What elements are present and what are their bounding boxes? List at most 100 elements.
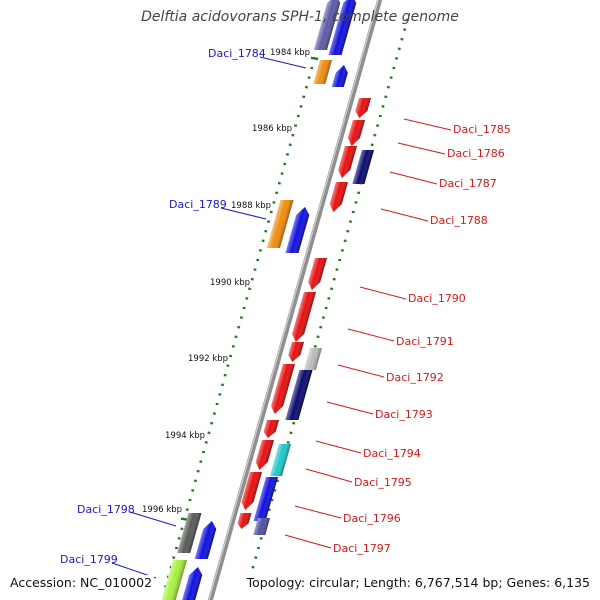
gene-shape-daci-1792b-shading <box>303 348 322 370</box>
leader-lines <box>111 56 452 579</box>
gene-shape-daci-1797b[interactable] <box>253 518 270 535</box>
gene-shape-daci-1791-shading <box>292 292 316 342</box>
gene-shape-daci-1789b[interactable] <box>285 207 311 253</box>
leader-daci-1794 <box>315 440 362 454</box>
leader-daci-1798 <box>129 511 177 527</box>
gene-label-daci-1791[interactable]: Daci_1791 <box>396 335 454 348</box>
gene-shape-daci-1784b-shading <box>331 65 348 87</box>
gene-label-daci-1795[interactable]: Daci_1795 <box>354 476 412 489</box>
gene-shape-daci-1799a[interactable] <box>160 560 187 600</box>
gene-shape-daci-1786b[interactable] <box>336 146 357 178</box>
gene-shape-daci-1798a[interactable] <box>177 513 202 553</box>
gene-label-daci-1787[interactable]: Daci_1787 <box>439 177 497 190</box>
kbp-label-group: 1984 kbp 1986 kbp 1988 kbp 1990 kbp 1992… <box>142 48 310 515</box>
gene-label-daci-1798[interactable]: Daci_1798 <box>77 503 135 516</box>
gene-shape-daci-1786[interactable] <box>346 120 365 146</box>
gene-features <box>160 0 374 600</box>
gene-shape-daci-1784b[interactable] <box>331 65 350 87</box>
gene-shape-top-left-2[interactable] <box>328 0 359 55</box>
gene-label-daci-1794[interactable]: Daci_1794 <box>363 447 421 460</box>
leader-daci-1788 <box>380 208 429 222</box>
gene-label-daci-1796[interactable]: Daci_1796 <box>343 512 401 525</box>
gene-shape-daci-1784a-shading <box>313 60 332 84</box>
gene-shape-daci-1794a[interactable] <box>262 420 279 438</box>
gene-shape-daci-1796b[interactable] <box>253 477 278 521</box>
kbp-label-1990: 1990 kbp <box>210 278 250 288</box>
leader-daci-1790 <box>359 286 407 300</box>
gene-shape-daci-1789a[interactable] <box>266 200 294 248</box>
gene-shape-daci-1784a[interactable] <box>313 60 332 84</box>
gene-shape-daci-1798b[interactable] <box>194 521 219 559</box>
gene-label-daci-1788[interactable]: Daci_1788 <box>430 214 488 227</box>
gene-shape-daci-1789b-shading <box>285 207 310 253</box>
leader-daci-1796 <box>294 505 342 519</box>
leader-daci-1792 <box>337 364 385 378</box>
gene-shape-daci-1797a-shading <box>237 513 252 529</box>
gene-shape-daci-1792a[interactable] <box>286 342 304 362</box>
kbp-label-1984: 1984 kbp <box>270 48 310 58</box>
leader-daci-1793 <box>326 401 374 415</box>
kbp-label-1994: 1994 kbp <box>165 431 205 441</box>
gene-shape-daci-1793b[interactable] <box>285 370 313 420</box>
gene-shape-daci-1799b[interactable] <box>180 567 204 600</box>
gene-label-daci-1793[interactable]: Daci_1793 <box>375 408 433 421</box>
gene-shape-top-left-1[interactable] <box>313 0 343 50</box>
genome-backbone-highlight <box>208 0 379 600</box>
gene-label-daci-1789[interactable]: Daci_1789 <box>169 198 227 211</box>
gene-label-daci-1790[interactable]: Daci_1790 <box>408 292 466 305</box>
gene-shape-daci-1792a-shading <box>288 342 304 362</box>
leader-daci-1786 <box>397 142 446 155</box>
map-title: Delftia acidovorans SPH-1, complete geno… <box>141 9 459 25</box>
gene-shape-daci-1785[interactable] <box>353 98 371 118</box>
kbp-label-1996: 1996 kbp <box>142 505 182 515</box>
gene-shape-daci-1796a[interactable] <box>239 472 262 510</box>
gene-shape-daci-1787[interactable] <box>352 150 374 184</box>
gene-label-daci-1784[interactable]: Daci_1784 <box>208 47 266 60</box>
gene-shape-daci-1799a-shading <box>160 560 187 600</box>
gene-shape-daci-1793a[interactable] <box>269 364 295 414</box>
gene-shape-top-left-2-shading <box>328 0 357 55</box>
gene-shape-daci-1794a-shading <box>263 420 279 438</box>
gene-shape-daci-1795[interactable] <box>269 444 291 476</box>
leader-daci-1785 <box>403 118 452 131</box>
gene-shape-daci-1790-shading <box>308 258 327 290</box>
leader-daci-1797 <box>284 534 332 549</box>
gene-label-daci-1799[interactable]: Daci_1799 <box>60 553 118 566</box>
topology-text: Topology: circular; Length: 6,767,514 bp… <box>244 575 592 590</box>
gene-shape-daci-1786-shading <box>347 120 365 146</box>
gene-shape-daci-1792b[interactable] <box>303 348 322 370</box>
leader-daci-1795 <box>305 468 353 483</box>
gene-shape-daci-1795-shading <box>269 444 291 476</box>
gene-shape-daci-1794b[interactable] <box>254 440 274 470</box>
leader-daci-1784 <box>259 56 307 69</box>
genome-backbone <box>207 0 383 600</box>
kbp-label-1986: 1986 kbp <box>252 124 292 134</box>
gene-label-daci-1792[interactable]: Daci_1792 <box>386 371 444 384</box>
gene-label-daci-1786[interactable]: Daci_1786 <box>447 147 505 160</box>
gene-shape-daci-1788[interactable] <box>328 182 348 212</box>
gene-shape-daci-1794b-shading <box>255 440 274 470</box>
gene-shape-top-left-1-shading <box>313 0 341 50</box>
gene-shape-daci-1799b-shading <box>180 567 203 600</box>
gene-shape-daci-1788-shading <box>329 182 348 212</box>
gene-shape-daci-1793a-shading <box>271 364 295 414</box>
leader-daci-1789 <box>220 207 267 220</box>
leader-daci-1791 <box>347 328 395 342</box>
accession-text: Accession: NC_010002 <box>8 575 155 590</box>
gene-label-group: Daci_1784 Daci_1789 Daci_1798 Daci_1799 … <box>60 47 511 566</box>
leader-daci-1787 <box>389 171 438 185</box>
gene-label-daci-1797[interactable]: Daci_1797 <box>333 542 391 555</box>
gene-shape-daci-1797a[interactable] <box>236 513 252 529</box>
gene-shape-daci-1791[interactable] <box>290 292 316 342</box>
gene-shape-daci-1785-shading <box>355 98 371 118</box>
gene-shape-daci-1798b-shading <box>194 521 217 559</box>
gene-shape-daci-1798a-shading <box>177 513 202 553</box>
gene-label-daci-1785[interactable]: Daci_1785 <box>453 123 511 136</box>
gene-shape-daci-1790[interactable] <box>306 258 327 290</box>
left-axis-tick <box>310 56 319 61</box>
gene-shape-daci-1789a-shading <box>266 200 294 248</box>
gene-shape-daci-1793b-shading <box>285 370 313 420</box>
gene-shape-daci-1786b-shading <box>338 146 357 178</box>
